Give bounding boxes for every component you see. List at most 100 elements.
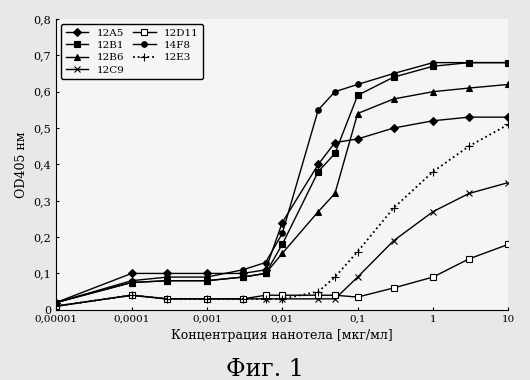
Line: 12B6: 12B6: [54, 82, 511, 305]
14F8: [262, 260, 269, 265]
12B6: [262, 271, 269, 276]
12B6: [505, 82, 511, 87]
14F8: [430, 60, 436, 65]
12C9: [128, 293, 135, 298]
14F8: [53, 300, 59, 305]
12C9: [240, 297, 246, 301]
12D11: [430, 275, 436, 279]
Line: 12A5: 12A5: [54, 114, 511, 305]
Legend: 12A5, 12B1, 12B6, 12C9, 12D11, 14F8, 12E3: 12A5, 12B1, 12B6, 12C9, 12D11, 14F8, 12E…: [61, 24, 203, 79]
12D11: [332, 293, 338, 298]
Line: 14F8: 14F8: [54, 60, 511, 305]
12C9: [204, 297, 210, 301]
12E3: [332, 275, 338, 279]
12B1: [430, 64, 436, 68]
12B1: [355, 93, 361, 98]
12C9: [466, 191, 472, 196]
12D11: [355, 295, 361, 299]
12B6: [391, 97, 397, 101]
12E3: [315, 289, 321, 294]
14F8: [128, 279, 135, 283]
12D11: [391, 286, 397, 290]
14F8: [505, 60, 511, 65]
12E3: [391, 206, 397, 210]
12B1: [315, 169, 321, 174]
12A5: [279, 220, 286, 225]
12A5: [240, 271, 246, 276]
12B6: [430, 89, 436, 94]
12B1: [240, 275, 246, 279]
12A5: [430, 119, 436, 123]
14F8: [164, 275, 171, 279]
12D11: [315, 293, 321, 298]
12B6: [240, 275, 246, 279]
12E3: [164, 297, 171, 301]
12E3: [128, 293, 135, 298]
12E3: [240, 297, 246, 301]
12B6: [332, 191, 338, 196]
12B1: [128, 280, 135, 285]
12A5: [204, 271, 210, 276]
12E3: [204, 297, 210, 301]
12D11: [164, 297, 171, 301]
Line: 12B1: 12B1: [54, 60, 511, 305]
Line: 12E3: 12E3: [52, 120, 513, 310]
12D11: [466, 256, 472, 261]
12B1: [53, 300, 59, 305]
14F8: [240, 268, 246, 272]
12B6: [164, 279, 171, 283]
12D11: [53, 304, 59, 309]
14F8: [391, 71, 397, 76]
12C9: [332, 297, 338, 301]
12D11: [505, 242, 511, 247]
Line: 12C9: 12C9: [52, 179, 512, 310]
12A5: [332, 140, 338, 145]
12C9: [262, 297, 269, 301]
12B1: [466, 60, 472, 65]
12B6: [279, 251, 286, 256]
14F8: [355, 82, 361, 87]
X-axis label: Концентрация нанотела [мкг/мл]: Концентрация нанотела [мкг/мл]: [171, 329, 393, 342]
12B1: [204, 279, 210, 283]
12C9: [164, 297, 171, 301]
Text: Фиг. 1: Фиг. 1: [226, 358, 304, 380]
12D11: [128, 293, 135, 298]
12D11: [204, 297, 210, 301]
12A5: [53, 300, 59, 305]
12A5: [355, 137, 361, 141]
14F8: [204, 275, 210, 279]
12D11: [240, 297, 246, 301]
12C9: [53, 304, 59, 309]
12B1: [164, 279, 171, 283]
12E3: [279, 297, 286, 301]
12C9: [355, 275, 361, 279]
12E3: [262, 297, 269, 301]
14F8: [466, 60, 472, 65]
12A5: [128, 271, 135, 276]
12A5: [391, 126, 397, 130]
12B6: [315, 209, 321, 214]
Line: 12D11: 12D11: [52, 241, 512, 310]
12C9: [505, 180, 511, 185]
12A5: [466, 115, 472, 119]
12B1: [332, 151, 338, 156]
12A5: [315, 162, 321, 167]
12B1: [505, 60, 511, 65]
12E3: [53, 304, 59, 309]
12A5: [262, 268, 269, 272]
12B1: [391, 75, 397, 79]
12B6: [204, 279, 210, 283]
12E3: [466, 144, 472, 149]
12A5: [505, 115, 511, 119]
12A5: [164, 271, 171, 276]
12B6: [128, 280, 135, 285]
12E3: [430, 169, 436, 174]
12B1: [279, 242, 286, 247]
Y-axis label: OD405 нм: OD405 нм: [15, 131, 28, 198]
12B6: [53, 300, 59, 305]
12C9: [430, 209, 436, 214]
12C9: [315, 297, 321, 301]
14F8: [279, 231, 286, 236]
12B6: [355, 111, 361, 116]
12E3: [505, 122, 511, 127]
